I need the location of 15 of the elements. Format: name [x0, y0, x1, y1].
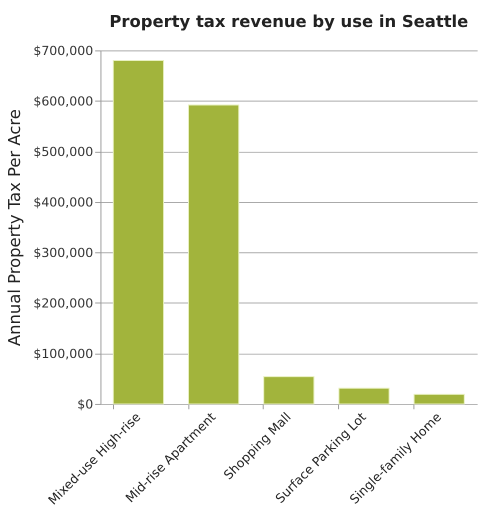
y-tick-label: $100,000: [33, 346, 94, 361]
bar: [188, 104, 240, 404]
bar: [338, 388, 390, 404]
y-tick-label: $700,000: [33, 42, 94, 58]
y-tick-label: $0: [77, 396, 94, 412]
bar: [112, 60, 164, 404]
y-axis-title: Annual Property Tax Per Acre: [4, 109, 24, 346]
bar: [263, 376, 314, 404]
y-tick-label: $200,000: [33, 295, 94, 310]
chart-title: Property tax revenue by use in Seattle: [109, 12, 468, 32]
bar: [414, 394, 465, 404]
y-tick-label: $500,000: [33, 144, 94, 159]
y-tick-label: $300,000: [33, 244, 94, 260]
y-tick-label: $400,000: [33, 194, 94, 210]
y-tick-label: $600,000: [33, 93, 94, 108]
